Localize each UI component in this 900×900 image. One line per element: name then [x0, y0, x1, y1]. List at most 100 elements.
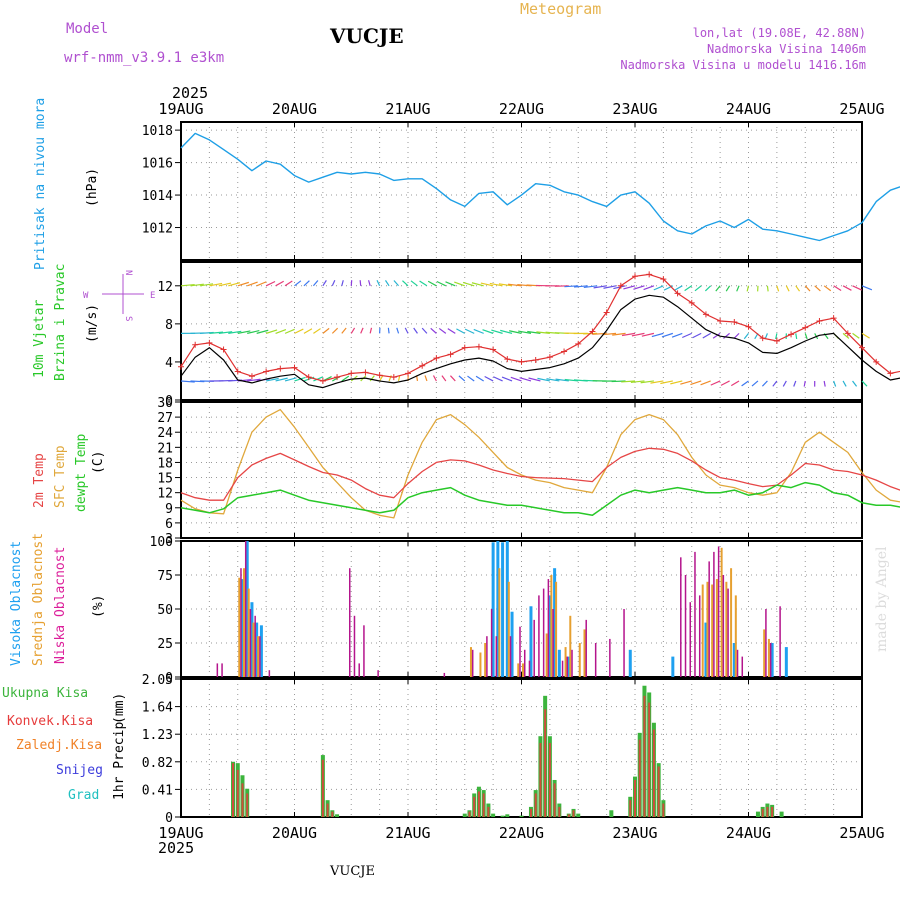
precip-convective-bar — [638, 739, 641, 817]
wind-arrow — [710, 380, 721, 386]
precip-convective-bar — [539, 742, 542, 817]
wind-arrow — [814, 285, 821, 292]
wind-arrow — [501, 376, 513, 382]
dewpt-label: dewpt Temp — [74, 434, 89, 512]
wind-gust-marker — [433, 355, 440, 362]
cloud-bar — [471, 649, 474, 677]
wind-arrow — [275, 329, 287, 334]
cloud-bar — [736, 649, 739, 677]
compass-south: S — [123, 316, 133, 321]
compass-east: E — [150, 291, 155, 301]
mid-cloud-label: Srednja Oblacnost — [31, 533, 46, 666]
cloud-bar — [713, 551, 715, 677]
cloud-bar — [564, 647, 567, 677]
cloud-bar — [490, 609, 493, 677]
wind-arrow — [180, 283, 195, 287]
wind-arrow — [441, 375, 447, 382]
wind-arrow — [402, 280, 409, 287]
cloud-bar — [349, 568, 351, 677]
cloud-bar — [550, 575, 553, 677]
cloud-bar — [268, 670, 271, 677]
y-tick-label: 100 — [150, 535, 173, 550]
wind-gust-marker — [844, 330, 851, 337]
wind-arrow — [275, 280, 284, 287]
cloud-bar — [569, 615, 572, 677]
wind-gust-marker — [873, 358, 880, 365]
wind-arrow — [471, 282, 484, 287]
cloud-bar — [689, 602, 691, 677]
wind-arrow — [228, 282, 241, 287]
wind-arrow — [419, 280, 428, 287]
wind-arrow — [785, 285, 790, 292]
precip-total-bar — [609, 810, 614, 817]
pressure-panel: 1012 1014 1016 1018 — [142, 121, 900, 261]
cloud-bar — [542, 588, 545, 677]
cloud-bar — [486, 636, 488, 677]
cloud-bar — [763, 629, 766, 677]
cloud-bar — [469, 647, 472, 677]
wind-arrow — [341, 280, 344, 286]
y-tick-label: 1012 — [142, 222, 173, 237]
wind-arrow — [776, 285, 780, 292]
wind-gust-marker — [660, 276, 667, 283]
cloud-bar — [720, 547, 723, 677]
cloud-bar — [545, 633, 548, 677]
cloud-bar — [609, 638, 611, 677]
bottom-date-label: 24AUG — [726, 824, 771, 842]
cloud-bar — [255, 622, 259, 677]
wind-arrow — [199, 283, 214, 287]
wind-gust-marker — [419, 362, 426, 369]
footer-station: VUCJE — [329, 864, 375, 879]
precip-label: 1hr Precip — [112, 722, 127, 800]
wind-gust-marker — [206, 339, 213, 346]
cloud-bar — [247, 588, 250, 677]
wind-arrow — [537, 377, 550, 382]
wind-gust-marker — [376, 372, 383, 379]
cloud-bar — [585, 619, 587, 677]
cloud-bar — [767, 638, 770, 677]
pressure-label: Pritisak na nivou mora — [33, 98, 48, 270]
wind-arrow — [430, 327, 437, 334]
wind-arrow — [643, 285, 655, 291]
wind-gust-marker — [561, 348, 568, 355]
wind-gust-marker — [518, 358, 525, 365]
temp2m-line — [180, 447, 900, 501]
wind-arrow — [536, 331, 550, 334]
cloud-bar — [578, 643, 581, 677]
wind-arrow — [761, 380, 768, 387]
y-tick-label: 1.64 — [142, 701, 173, 716]
cloud-bar — [722, 575, 725, 677]
wind-arrow — [611, 380, 626, 383]
wind-arrow — [376, 280, 381, 287]
wind-arrow — [775, 333, 778, 340]
wind-arrow — [480, 282, 494, 287]
wind-arrow — [404, 327, 409, 334]
panel-frame — [180, 261, 863, 401]
cloud-bar — [519, 626, 521, 677]
precip-convective-bar — [567, 814, 570, 817]
precip-convective-bar — [657, 766, 660, 817]
wind-gust-marker — [674, 290, 681, 297]
top-date-label: 19AUG — [158, 100, 203, 118]
wind-arrow — [393, 280, 399, 287]
wind-arrow — [445, 281, 456, 287]
wind-arrow — [237, 330, 251, 334]
wind-gust-marker — [362, 369, 369, 376]
precip-convective-bar — [771, 806, 774, 817]
wind-arrow — [631, 332, 645, 337]
y-tick-label: 27 — [157, 411, 173, 426]
precip-convective-bar — [482, 793, 485, 817]
precip-convective-bar — [241, 783, 244, 817]
precip-convective-bar — [236, 769, 239, 817]
precip-unit: (mm) — [112, 693, 127, 724]
wind-arrow — [322, 327, 330, 334]
wind-arrow — [294, 376, 306, 382]
wind-arrow — [723, 332, 730, 339]
wind-arrow — [564, 285, 579, 288]
wind-arrow — [424, 375, 428, 382]
wind-arrow — [218, 331, 233, 334]
wind-arrow — [574, 285, 588, 288]
wind-arrow — [833, 380, 837, 387]
y-tick-label: 8 — [165, 318, 173, 333]
wind-arrow — [432, 375, 437, 382]
